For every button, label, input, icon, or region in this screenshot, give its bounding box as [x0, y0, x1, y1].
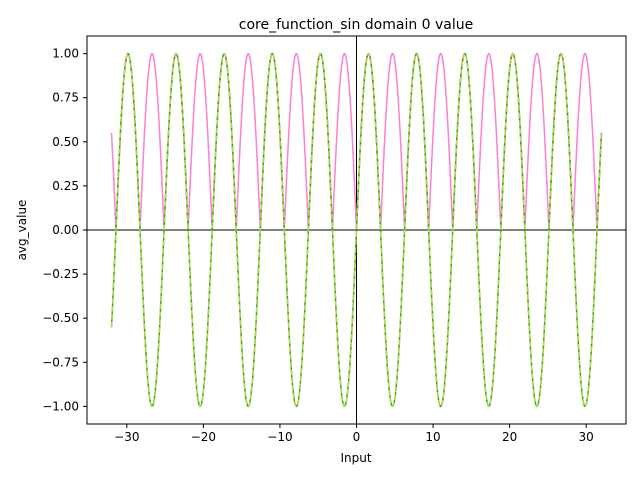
plot-area: [87, 36, 626, 424]
y-tick-label: −1.00: [42, 399, 79, 413]
chart-title: core_function_sin domain 0 value: [239, 17, 474, 33]
y-tick-label: 1.00: [52, 47, 79, 61]
x-axis-label: Input: [340, 451, 371, 465]
plot-content: [87, 36, 626, 424]
axes: −30 −20 −10 0 10 20 30 −1.00 −0.75 −0.50 −0.25 0.00…: [42, 35, 627, 444]
x-tick-label: 20: [502, 430, 517, 444]
y-axis-label: avg_value: [15, 200, 29, 261]
y-tick-label: 0.75: [52, 91, 79, 105]
series-line-3: [110, 52, 603, 408]
x-tick-label: −30: [114, 430, 139, 444]
y-tick-label: −0.25: [42, 267, 79, 281]
x-tick-label: −10: [267, 430, 292, 444]
y-tick-label: −0.50: [42, 311, 79, 325]
y-tick-label: 0.25: [52, 179, 79, 193]
x-tick-label: 10: [425, 430, 440, 444]
x-tick-label: −20: [191, 430, 216, 444]
y-tick-label: 0.50: [52, 135, 79, 149]
y-tick-label: 0.00: [52, 223, 79, 237]
x-tick-label: 0: [353, 430, 361, 444]
x-tick-label: 30: [579, 430, 594, 444]
y-tick-label: −0.75: [42, 355, 79, 369]
